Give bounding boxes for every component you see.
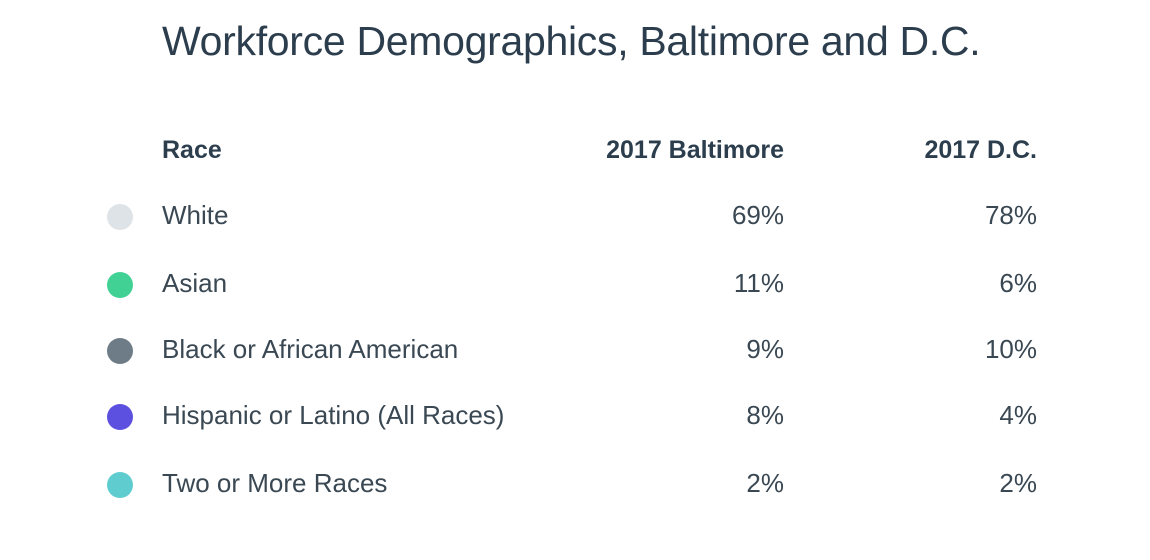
- race-label: Asian: [162, 268, 228, 298]
- dc-value: 2%: [999, 468, 1037, 498]
- baltimore-value: 9%: [746, 334, 784, 364]
- legend-dot-hispanic: [107, 404, 133, 430]
- dc-value: 6%: [999, 268, 1037, 298]
- race-label: Hispanic or Latino (All Races): [162, 400, 505, 430]
- chart-title: Workforce Demographics, Baltimore and D.…: [162, 18, 981, 64]
- table-row: Asian 11% 6%: [0, 266, 1150, 306]
- table-row: Two or More Races 2% 2%: [0, 466, 1150, 506]
- baltimore-value: 11%: [733, 268, 784, 298]
- table-row: Black or African American 9% 10%: [0, 332, 1150, 372]
- race-label: Two or More Races: [162, 468, 388, 498]
- legend-dot-black: [107, 338, 133, 364]
- baltimore-value: 8%: [746, 400, 784, 430]
- header-baltimore: 2017 Baltimore: [606, 136, 784, 164]
- baltimore-value: 69%: [731, 200, 784, 230]
- table-row: Hispanic or Latino (All Races) 8% 4%: [0, 398, 1150, 438]
- baltimore-value: 2%: [746, 468, 784, 498]
- header-race: Race: [162, 136, 222, 164]
- header-dc: 2017 D.C.: [924, 136, 1037, 164]
- legend-dot-asian: [107, 272, 133, 298]
- dc-value: 78%: [984, 200, 1037, 230]
- dc-value: 4%: [999, 400, 1037, 430]
- legend-dot-white: [107, 204, 133, 230]
- race-label: Black or African American: [162, 334, 459, 364]
- table-row: White 69% 78%: [0, 198, 1150, 238]
- race-label: White: [162, 200, 229, 230]
- legend-dot-two-or-more: [107, 472, 133, 498]
- dc-value: 10%: [984, 334, 1037, 364]
